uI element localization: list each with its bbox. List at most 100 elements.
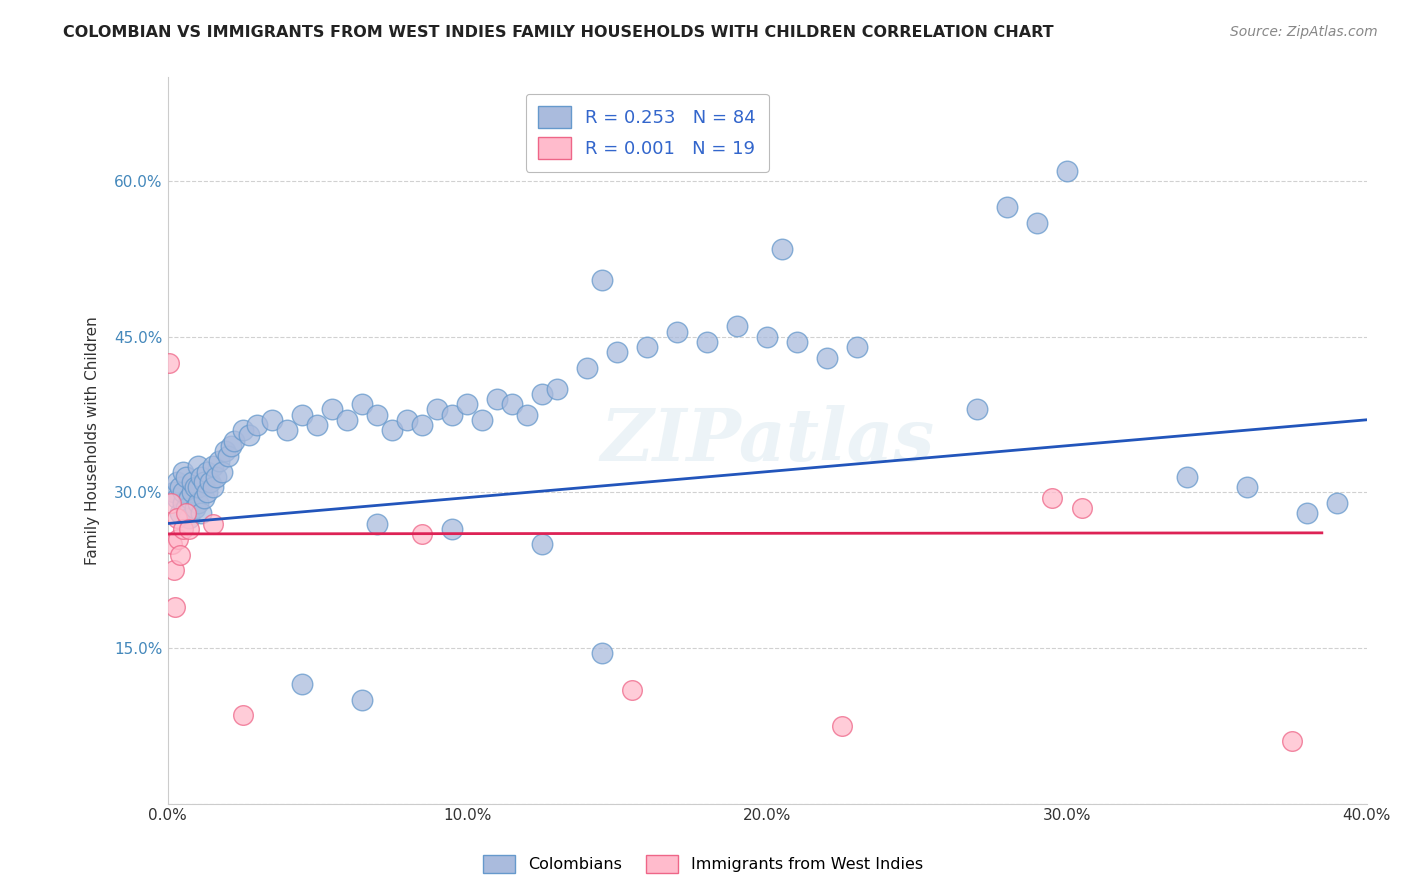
Point: [321, 402, 343, 417]
Point: [162, 563, 184, 577]
Point: [231, 708, 253, 723]
Point: [222, 434, 245, 448]
Point: [159, 496, 181, 510]
Point: [169, 548, 191, 562]
Point: [198, 475, 221, 489]
Point: [172, 465, 194, 479]
Point: [201, 459, 224, 474]
Point: [621, 682, 644, 697]
Point: [193, 475, 215, 489]
Point: [193, 491, 215, 505]
Point: [666, 325, 689, 339]
Point: [576, 360, 599, 375]
Point: [441, 408, 464, 422]
Point: [770, 242, 793, 256]
Point: [352, 397, 374, 411]
Point: [201, 480, 224, 494]
Point: [1236, 480, 1258, 494]
Point: [531, 537, 554, 551]
Point: [186, 459, 208, 474]
Point: [1056, 163, 1078, 178]
Point: [486, 392, 509, 406]
Point: [291, 408, 314, 422]
Point: [1071, 500, 1094, 515]
Point: [1040, 491, 1063, 505]
Point: [214, 443, 236, 458]
Point: [172, 522, 194, 536]
Point: [211, 465, 233, 479]
Text: COLOMBIAN VS IMMIGRANTS FROM WEST INDIES FAMILY HOUSEHOLDS WITH CHILDREN CORRELA: COLOMBIAN VS IMMIGRANTS FROM WEST INDIES…: [63, 25, 1054, 40]
Point: [606, 345, 628, 359]
Point: [546, 382, 568, 396]
Point: [169, 506, 191, 520]
Point: [786, 334, 808, 349]
Point: [352, 693, 374, 707]
Point: [174, 470, 197, 484]
Point: [411, 417, 433, 432]
Point: [162, 485, 184, 500]
Point: [366, 408, 388, 422]
Point: [160, 537, 183, 551]
Point: [336, 413, 359, 427]
Point: [456, 397, 478, 411]
Point: [190, 506, 212, 520]
Point: [1326, 496, 1348, 510]
Point: [207, 454, 229, 468]
Point: [591, 273, 613, 287]
Point: [441, 522, 464, 536]
Point: [177, 511, 200, 525]
Point: [846, 340, 869, 354]
Point: [1281, 734, 1303, 748]
Point: [1295, 506, 1317, 520]
Point: [411, 527, 433, 541]
Point: [426, 402, 449, 417]
Text: Source: ZipAtlas.com: Source: ZipAtlas.com: [1230, 25, 1378, 39]
Point: [966, 402, 988, 417]
Point: [219, 439, 242, 453]
Point: [183, 500, 205, 515]
Point: [204, 470, 226, 484]
Y-axis label: Family Households with Children: Family Households with Children: [86, 316, 100, 565]
Point: [246, 417, 269, 432]
Point: [756, 330, 779, 344]
Point: [815, 351, 838, 365]
Point: [177, 522, 200, 536]
Point: [217, 449, 239, 463]
Point: [1175, 470, 1198, 484]
Point: [174, 500, 197, 515]
Point: [166, 491, 188, 505]
Point: [238, 428, 260, 442]
Point: [174, 506, 197, 520]
Point: [157, 356, 180, 370]
Point: [725, 319, 748, 334]
Point: [307, 417, 329, 432]
Point: [995, 200, 1018, 214]
Point: [381, 423, 404, 437]
Point: [1026, 216, 1049, 230]
Point: [231, 423, 253, 437]
Point: [591, 646, 613, 660]
Point: [166, 511, 188, 525]
Point: [177, 491, 200, 505]
Point: [180, 485, 202, 500]
Legend: R = 0.253   N = 84, R = 0.001   N = 19: R = 0.253 N = 84, R = 0.001 N = 19: [526, 94, 769, 172]
Point: [172, 485, 194, 500]
Point: [531, 387, 554, 401]
Point: [516, 408, 538, 422]
Point: [180, 475, 202, 489]
Point: [169, 480, 191, 494]
Point: [167, 532, 190, 546]
Point: [190, 470, 212, 484]
Point: [396, 413, 419, 427]
Point: [276, 423, 298, 437]
Point: [636, 340, 658, 354]
Text: ZIPatlas: ZIPatlas: [600, 405, 934, 476]
Point: [696, 334, 718, 349]
Point: [195, 465, 218, 479]
Point: [166, 475, 188, 489]
Point: [366, 516, 388, 531]
Point: [291, 677, 314, 691]
Point: [471, 413, 494, 427]
Point: [262, 413, 284, 427]
Point: [172, 496, 194, 510]
